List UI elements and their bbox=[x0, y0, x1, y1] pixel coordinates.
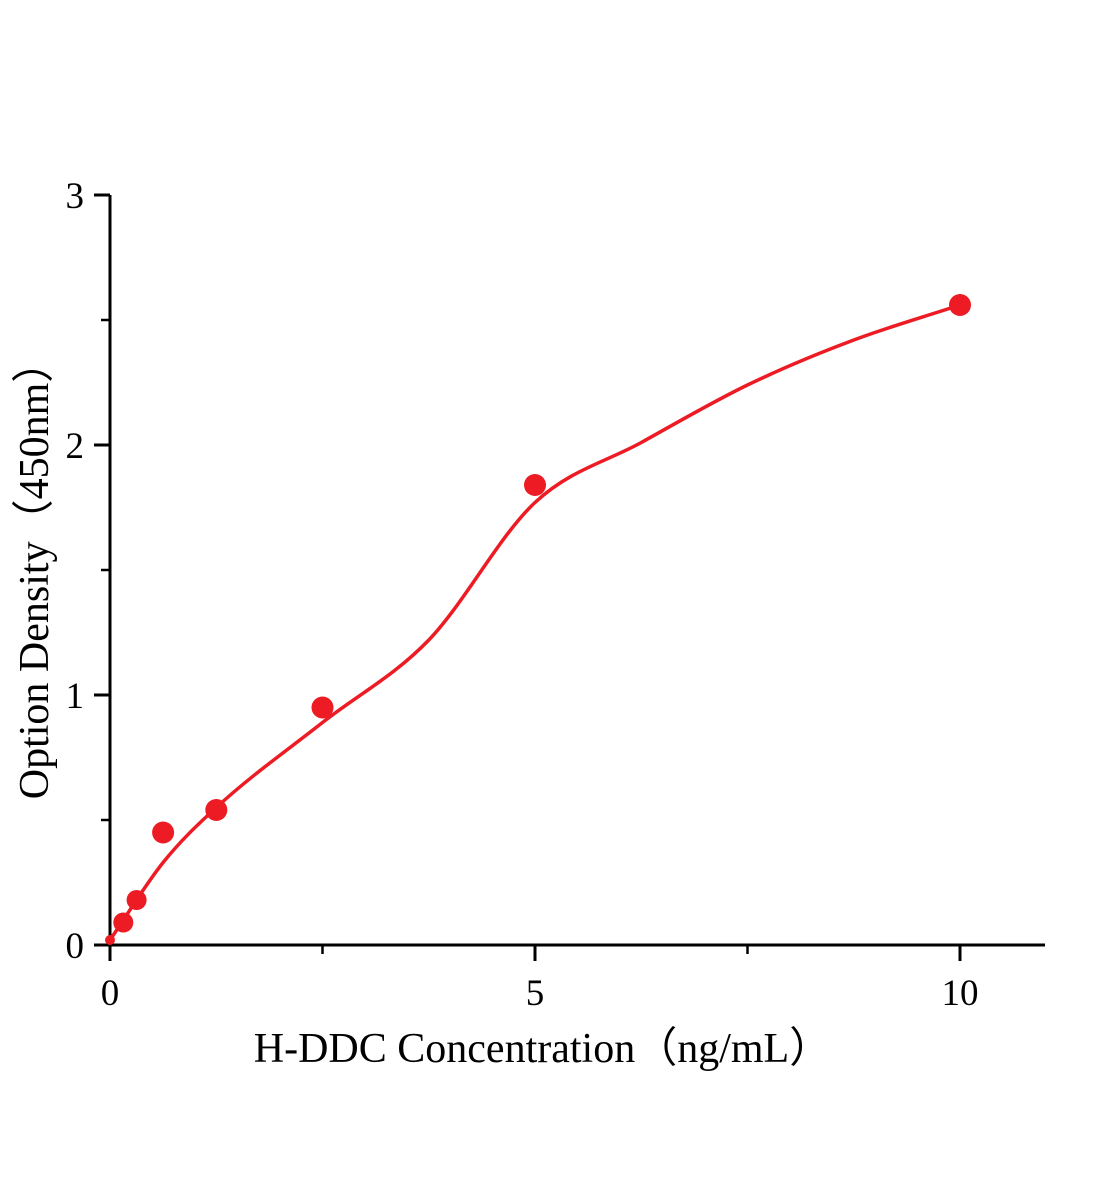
data-point bbox=[205, 799, 228, 821]
y-tick-label: 1 bbox=[66, 676, 85, 717]
data-point bbox=[152, 821, 175, 844]
fit-curve bbox=[108, 303, 962, 942]
x-axis-title: H-DDC Concentration（ng/mL） bbox=[254, 1026, 831, 1072]
x-tick-label: 0 bbox=[101, 973, 120, 1014]
x-tick-label: 5 bbox=[526, 973, 545, 1014]
data-point bbox=[524, 474, 546, 496]
y-tick-label: 0 bbox=[66, 926, 85, 967]
data-point bbox=[126, 890, 147, 910]
data-point bbox=[311, 696, 334, 719]
y-axis-title: Option Density（450nm） bbox=[12, 341, 58, 800]
y-tick-label: 2 bbox=[66, 426, 85, 467]
data-point bbox=[949, 294, 971, 316]
x-tick-label: 10 bbox=[942, 973, 979, 1014]
data-point bbox=[113, 912, 134, 933]
data-point bbox=[105, 935, 115, 945]
y-tick-label: 3 bbox=[66, 176, 85, 217]
